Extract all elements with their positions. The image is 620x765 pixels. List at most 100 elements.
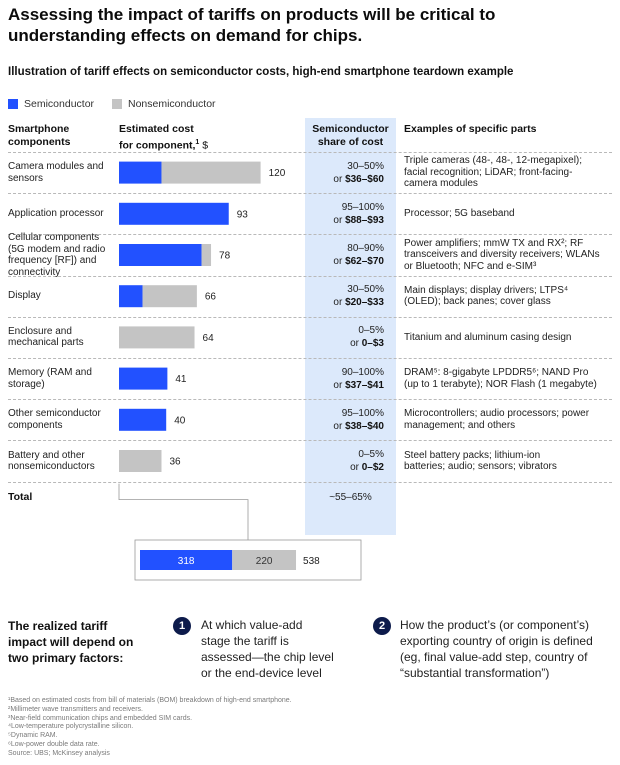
row-label-line: frequency [RF]) and bbox=[8, 255, 97, 266]
row-label: Cellular components (5G modem and radio fr… bbox=[8, 232, 118, 278]
footnote-1: ¹Based on estimated costs from bill of m… bbox=[8, 697, 292, 704]
total-bar-semiconductor bbox=[140, 550, 233, 570]
bar-total-label: 41 bbox=[175, 374, 187, 385]
row-label-line: Battery and other bbox=[8, 449, 85, 461]
parts-line: batteries; audio; sensors; vibrators bbox=[404, 461, 557, 472]
row-label-line: Camera modules and bbox=[8, 161, 104, 173]
share-or: or bbox=[333, 173, 346, 185]
bar-total-label: 64 bbox=[203, 333, 215, 344]
total-connector-line bbox=[118, 483, 249, 540]
row-label-line: Other semiconductor bbox=[8, 408, 101, 420]
column-header-share-line2: share of cost bbox=[317, 136, 384, 148]
legend-semiconductor-swatch bbox=[8, 99, 18, 109]
total-bar-nonsemiconductor bbox=[232, 550, 297, 570]
share-dollars: or 0–$3 bbox=[308, 337, 384, 350]
share-percent: 30–50% bbox=[347, 160, 384, 172]
total-value-label: 538 bbox=[303, 556, 320, 567]
share-percent: 80–90% bbox=[347, 243, 384, 254]
parts-line: Processor; 5G baseband bbox=[404, 208, 515, 220]
share-dollar-range: $88–$93 bbox=[345, 214, 384, 226]
parts-line: management; and others bbox=[404, 419, 516, 431]
factor-2-number-badge: 2 bbox=[373, 617, 391, 635]
bar-total-label: 120 bbox=[269, 168, 286, 179]
parts-line: Microcontrollers; audio processors; powe… bbox=[404, 408, 590, 420]
legend-nonsemiconductor-swatch bbox=[112, 99, 122, 109]
share-dollar-range: $62–$70 bbox=[345, 256, 384, 267]
bar-nonsemiconductor bbox=[161, 161, 261, 184]
total-label: Total bbox=[8, 490, 33, 503]
parts-line: Titanium and aluminum casing design bbox=[404, 331, 572, 343]
bar-semiconductor bbox=[119, 408, 167, 431]
row-label-line: mechanical parts bbox=[8, 337, 84, 349]
parts-examples: Main displays; display drivers; LTPS⁴ (OL… bbox=[404, 285, 614, 308]
legend-semiconductor: Semiconductor bbox=[8, 98, 94, 110]
bar-nonsemiconductor bbox=[201, 244, 212, 266]
share-dollar-range: $38–$40 bbox=[345, 420, 384, 432]
footnote-5: ⁵Dynamic RAM. bbox=[8, 732, 58, 740]
share-value: 90–100% or $37–$41 bbox=[308, 366, 384, 392]
bar-semiconductor bbox=[119, 202, 229, 225]
row-label-line: storage) bbox=[8, 378, 45, 390]
bar-semiconductor bbox=[119, 285, 143, 308]
parts-examples: Power amplifiers; mmW TX and RX²; RF tran… bbox=[404, 238, 614, 273]
parts-line: Steel battery packs; lithium-ion bbox=[404, 449, 541, 461]
footnote-6: ⁶Low-power double data rate. bbox=[8, 740, 100, 748]
row-separator bbox=[8, 193, 612, 195]
bar-semiconductor bbox=[119, 161, 162, 184]
bar-semiconductor bbox=[119, 367, 168, 390]
factor-2-text: How the product’s (or component’s) expor… bbox=[400, 617, 615, 681]
share-or: or bbox=[333, 214, 346, 226]
share-or: or bbox=[333, 256, 346, 267]
share-dollars: or 0–$2 bbox=[308, 461, 384, 474]
bar-total-label: 36 bbox=[169, 457, 181, 468]
parts-line: (up to 1 terabyte); NOR Flash (1 megabyt… bbox=[404, 378, 597, 390]
row-label-line: (5G modem and radio bbox=[8, 243, 106, 255]
legend-nonsemiconductor: Nonsemiconductor bbox=[112, 98, 216, 110]
bar-total-label: 40 bbox=[174, 415, 186, 426]
bar-total-label: 78 bbox=[219, 251, 231, 262]
row-label-line: Cellular components bbox=[8, 232, 100, 243]
share-or: or bbox=[333, 379, 346, 391]
share-dollars: or $20–$33 bbox=[308, 296, 384, 309]
share-dollar-range: $37–$41 bbox=[345, 379, 384, 391]
row-label-line: Display bbox=[8, 290, 41, 302]
row-separator bbox=[8, 440, 612, 442]
factors-intro: The realized tariff impact will depend o… bbox=[8, 618, 158, 666]
share-value: 0–5% or 0–$2 bbox=[308, 448, 384, 474]
row-separator bbox=[8, 275, 612, 277]
column-header-cost-line1: Estimated cost bbox=[119, 123, 194, 135]
row-label-line: sensors bbox=[8, 172, 44, 184]
row-label: Enclosure and mechanical parts bbox=[8, 326, 118, 349]
row-separator bbox=[8, 234, 612, 236]
share-or: or bbox=[350, 462, 362, 473]
row-label-line: nonsemiconductors bbox=[8, 461, 95, 472]
row-label: Display bbox=[8, 290, 118, 302]
parts-line: Power amplifiers; mmW TX and RX²; RF bbox=[404, 237, 584, 249]
share-or: or bbox=[333, 420, 346, 432]
bar-nonsemiconductor bbox=[119, 450, 162, 472]
column-header-components-line1: Smartphone bbox=[8, 123, 70, 135]
share-percent: 0–5% bbox=[358, 449, 384, 460]
share-dollar-range: $36–$60 bbox=[345, 173, 384, 185]
row-label: Memory (RAM and storage) bbox=[8, 367, 118, 390]
row-label-line: Enclosure and bbox=[8, 325, 72, 337]
share-value: 95–100% or $38–$40 bbox=[308, 407, 384, 433]
share-dollars: or $62–$70 bbox=[308, 255, 384, 268]
footnote-2: ²Millimeter wave transmitters and receiv… bbox=[8, 705, 143, 713]
column-header-parts: Examples of specific parts bbox=[404, 123, 537, 135]
share-column-background bbox=[305, 118, 396, 535]
share-dollar-range: 0–$2 bbox=[361, 462, 384, 473]
row-label: Other semiconductor components bbox=[8, 408, 118, 431]
factor-1-line: At which value-add bbox=[201, 618, 303, 632]
factors-intro-line: The realized tariff bbox=[8, 619, 108, 633]
parts-line: Triple cameras (48-, 48-, 12-megapixel); bbox=[404, 155, 583, 167]
column-header-cost-line2: for component, bbox=[119, 139, 196, 152]
share-or: or bbox=[333, 297, 346, 309]
share-dollars: or $38–$40 bbox=[308, 420, 384, 433]
share-dollar-range: 0–$3 bbox=[361, 338, 384, 350]
share-dollar-range: $20–$33 bbox=[345, 297, 384, 309]
share-dollars: or $37–$41 bbox=[308, 379, 384, 392]
factor-2-line: “substantial transformation”) bbox=[400, 666, 550, 680]
factor-2-line: (eg, final value-add step, country of bbox=[400, 650, 588, 664]
share-percent: 0–5% bbox=[358, 325, 384, 337]
